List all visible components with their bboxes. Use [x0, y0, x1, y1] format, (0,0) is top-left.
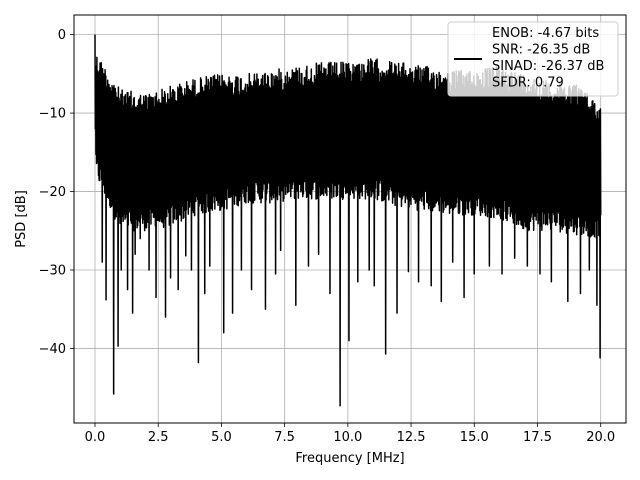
x-tick-label: 10.0: [333, 430, 362, 445]
legend-label-line: ENOB: -4.67 bits: [492, 26, 599, 41]
legend-box: [447, 21, 619, 97]
y-tick-label: −40: [39, 342, 66, 357]
x-tick-label: 15.0: [460, 430, 489, 445]
legend: ENOB: -4.67 bits SNR: -26.35 dB SINAD: -26…: [447, 21, 619, 97]
psd-series-line: [94, 34, 602, 407]
y-tick-label: 0: [58, 28, 66, 43]
x-tick-label: 17.5: [523, 430, 552, 445]
x-tick-label: 7.5: [274, 430, 295, 445]
x-tick-label: 0.0: [85, 430, 106, 445]
x-tick-label: 2.5: [148, 430, 169, 445]
legend-label-line: SFDR: 0.79: [492, 76, 564, 91]
ticks-layer: 0.0 2.5 5.0 7.5 10.0 12.5 15.0 17.5 20.0 0 −10 −20 −…: [39, 28, 616, 445]
x-tick-label: 12.5: [397, 430, 426, 445]
y-tick-label: −10: [39, 107, 66, 122]
x-tick-label: 5.0: [211, 430, 232, 445]
y-axis-label: PSD [dB]: [14, 190, 29, 248]
y-tick-label: −30: [39, 264, 66, 279]
legend-label-line: SNR: -26.35 dB: [492, 43, 590, 58]
legend-label: ENOB: -4.67 bits SNR: -26.35 dB SINAD: -26…: [492, 26, 604, 91]
y-tick-label: −20: [39, 185, 66, 200]
x-tick-label: 20.0: [586, 430, 615, 445]
plot-frame: [73, 14, 627, 424]
legend-label-line: SINAD: -26.37 dB: [492, 59, 604, 74]
plot-layer: [94, 34, 602, 407]
x-axis-label: Frequency [MHz]: [295, 451, 404, 466]
